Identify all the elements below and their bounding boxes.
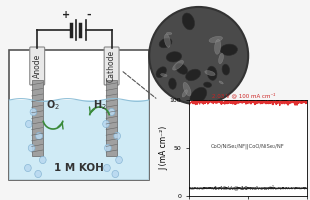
Ellipse shape — [182, 90, 187, 97]
Text: +: + — [62, 10, 70, 20]
Circle shape — [39, 156, 46, 164]
Bar — [106, 80, 117, 156]
Ellipse shape — [175, 63, 188, 74]
Ellipse shape — [220, 44, 237, 55]
Ellipse shape — [173, 60, 184, 70]
Circle shape — [25, 120, 32, 128]
Circle shape — [35, 170, 42, 178]
Ellipse shape — [205, 71, 215, 76]
Ellipse shape — [190, 87, 207, 104]
FancyBboxPatch shape — [30, 47, 45, 85]
Text: Anode: Anode — [33, 54, 42, 78]
Text: Cathode: Cathode — [107, 50, 116, 82]
Text: 1.46 V @ 10 mA cm⁻²: 1.46 V @ 10 mA cm⁻² — [214, 185, 274, 191]
FancyBboxPatch shape — [104, 47, 119, 85]
Circle shape — [149, 7, 248, 104]
Circle shape — [112, 170, 119, 178]
Ellipse shape — [207, 66, 217, 80]
Ellipse shape — [161, 74, 167, 77]
Ellipse shape — [204, 82, 211, 87]
Ellipse shape — [169, 78, 176, 89]
Circle shape — [28, 144, 35, 152]
Circle shape — [104, 144, 111, 152]
Circle shape — [30, 108, 37, 116]
Circle shape — [24, 164, 31, 172]
Text: 1 M KOH: 1 M KOH — [54, 163, 104, 173]
Circle shape — [116, 156, 122, 164]
Circle shape — [103, 120, 109, 128]
Ellipse shape — [215, 39, 221, 54]
Ellipse shape — [166, 32, 172, 35]
Bar — [32, 80, 43, 156]
Text: 2.03 V @ 100 mA cm⁻²: 2.03 V @ 100 mA cm⁻² — [212, 93, 276, 99]
Ellipse shape — [219, 53, 224, 64]
Ellipse shape — [186, 69, 201, 81]
Text: H$_2$: H$_2$ — [93, 98, 106, 112]
Y-axis label: J (mA cm⁻²): J (mA cm⁻²) — [159, 126, 168, 170]
Circle shape — [104, 164, 110, 172]
Circle shape — [114, 132, 121, 140]
Ellipse shape — [183, 82, 191, 96]
FancyBboxPatch shape — [9, 50, 149, 180]
Circle shape — [36, 132, 42, 140]
Ellipse shape — [219, 81, 223, 84]
Bar — [9, 100, 149, 180]
Ellipse shape — [222, 64, 229, 75]
Text: CoO/NiSe₂/NF||CoO/NiSe₂/NF: CoO/NiSe₂/NF||CoO/NiSe₂/NF — [211, 143, 285, 149]
Ellipse shape — [182, 13, 194, 30]
Ellipse shape — [164, 34, 170, 47]
Ellipse shape — [159, 38, 172, 48]
Text: -: - — [86, 10, 91, 20]
Ellipse shape — [166, 52, 182, 62]
Ellipse shape — [156, 67, 166, 78]
Ellipse shape — [209, 36, 223, 42]
Circle shape — [108, 108, 115, 116]
Text: O$_2$: O$_2$ — [46, 98, 60, 112]
